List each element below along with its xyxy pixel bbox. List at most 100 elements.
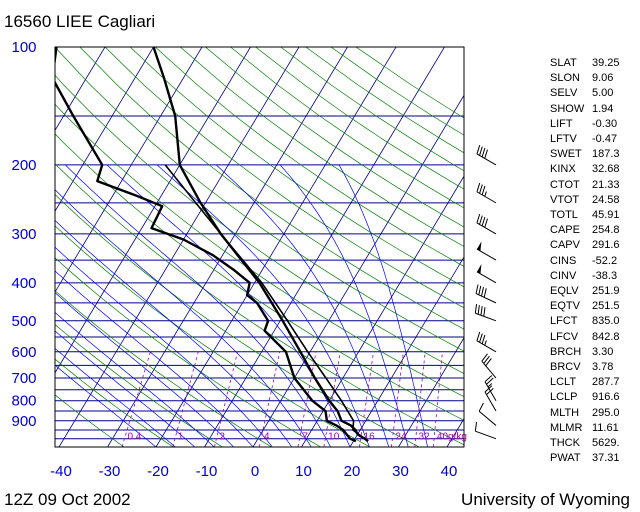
index-row: LFCV 842.8 [550,330,640,345]
dry-adiabat [55,324,223,447]
x-tick-label: -40 [50,463,72,480]
dry-adiabat [79,47,464,330]
barb-feather [481,286,484,297]
moist-adiabat [279,164,409,447]
index-name: LFCV [550,330,579,343]
index-value: 187.3 [592,148,620,161]
mixing-ratio-line [414,351,426,447]
index-name: EQLV [550,285,579,298]
index-name: CAPE [550,224,580,237]
index-name: CINS [550,254,577,267]
dry-adiabat [55,257,321,447]
index-value: -52.2 [592,254,618,267]
dry-adiabat [55,47,464,352]
barb-staff [481,360,497,379]
pressure-tick-label: 700 [11,370,36,387]
moist-adiabat [156,164,370,447]
mixing-ratio-line [172,351,199,447]
index-row: CINV -38.3 [550,269,640,284]
x-tick-label: 10 [295,463,312,480]
index-name: CAPV [550,239,580,252]
index-value: 21.33 [592,178,620,191]
index-row: VTOT 24.58 [550,193,640,208]
barb-staff [484,391,497,412]
wind-barb [475,284,497,304]
index-value: 9.06 [592,72,614,85]
mixing-ratio-label: 0.4 [127,432,141,443]
dry-adiabat [55,74,464,374]
pressure-tick-label: 400 [11,275,36,292]
barb-pennant [476,241,482,252]
index-value: 39.25 [592,57,620,69]
index-value: 5.00 [592,87,614,100]
index-value: 295.0 [592,406,620,419]
index-name: LCLP [550,391,578,404]
moist-adiabat [55,311,215,447]
isotherm-line [107,47,348,447]
isotherm-line [55,47,251,374]
index-row: LFCT 835.0 [550,314,640,329]
barb-feather [477,305,480,315]
wind-barb [476,264,497,284]
wind-barb [476,144,497,166]
x-tick-label: -10 [196,463,218,480]
index-value: 3.78 [592,361,614,374]
wind-barb [476,213,497,235]
isotherm-line [0,47,8,447]
index-value: 254.8 [592,224,620,237]
credit-label: University of Wyoming [461,490,630,509]
wind-barb [484,375,497,401]
moist-adiabat [55,364,157,447]
barb-feather [474,421,478,432]
dry-adiabat [180,47,464,247]
barb-staff [476,191,497,204]
dry-adiabat [104,47,464,309]
barb-feather [478,402,484,412]
moist-adiabat [55,189,312,447]
pressure-tick-label: 600 [11,344,36,361]
barb-feather [474,304,478,314]
axis-labels: -40 -30 -20 -10 0 10 20 30 40 100 200 300 400 500 600 7… [11,39,457,480]
barb-half-feather [484,191,487,197]
barb-feather [476,331,481,341]
dry-adiabat [55,394,125,447]
barb-feather [481,216,486,227]
moist-adiabat [55,270,254,447]
x-tick-label: -30 [99,463,121,480]
wind-barb [478,402,497,426]
barb-feather [483,288,487,298]
isotherm-line [349,256,464,447]
index-name: LFCT [550,315,578,328]
index-name: MLMR [550,421,583,434]
index-value: 916.6 [592,391,620,404]
x-tick-label: 20 [344,463,361,480]
moist-adiabat [55,347,176,447]
index-value: 37.31 [592,452,620,465]
barb-feather [476,182,481,193]
barb-feather [478,285,482,295]
barb-staff [476,248,497,261]
moist-adiabat [338,164,428,447]
temperature-trace [152,47,369,443]
mixing-ratio-line [258,351,281,447]
index-row: LCLP 916.6 [550,390,640,405]
mixing-ratio-label: 32 [419,432,431,443]
index-value: -0.30 [592,117,618,130]
mixing-ratio-label: 2 [219,432,225,443]
index-row: LCLT 287.7 [550,375,640,390]
mixing-ratio-line [214,351,238,447]
pressure-tick-label: 800 [11,393,36,410]
index-value: 45.91 [592,209,620,222]
index-value: 835.0 [592,315,620,328]
isotherm-line [58,47,300,447]
isotherm-line [398,337,464,447]
barb-feather [481,185,486,196]
barb-feather [484,218,488,228]
x-tick-label: 0 [251,463,259,480]
index-value: 24.58 [592,193,620,206]
isotherm-line [55,47,106,132]
wind-barb [474,421,497,440]
index-name: TOTL [550,209,578,222]
wind-barb [476,331,497,353]
